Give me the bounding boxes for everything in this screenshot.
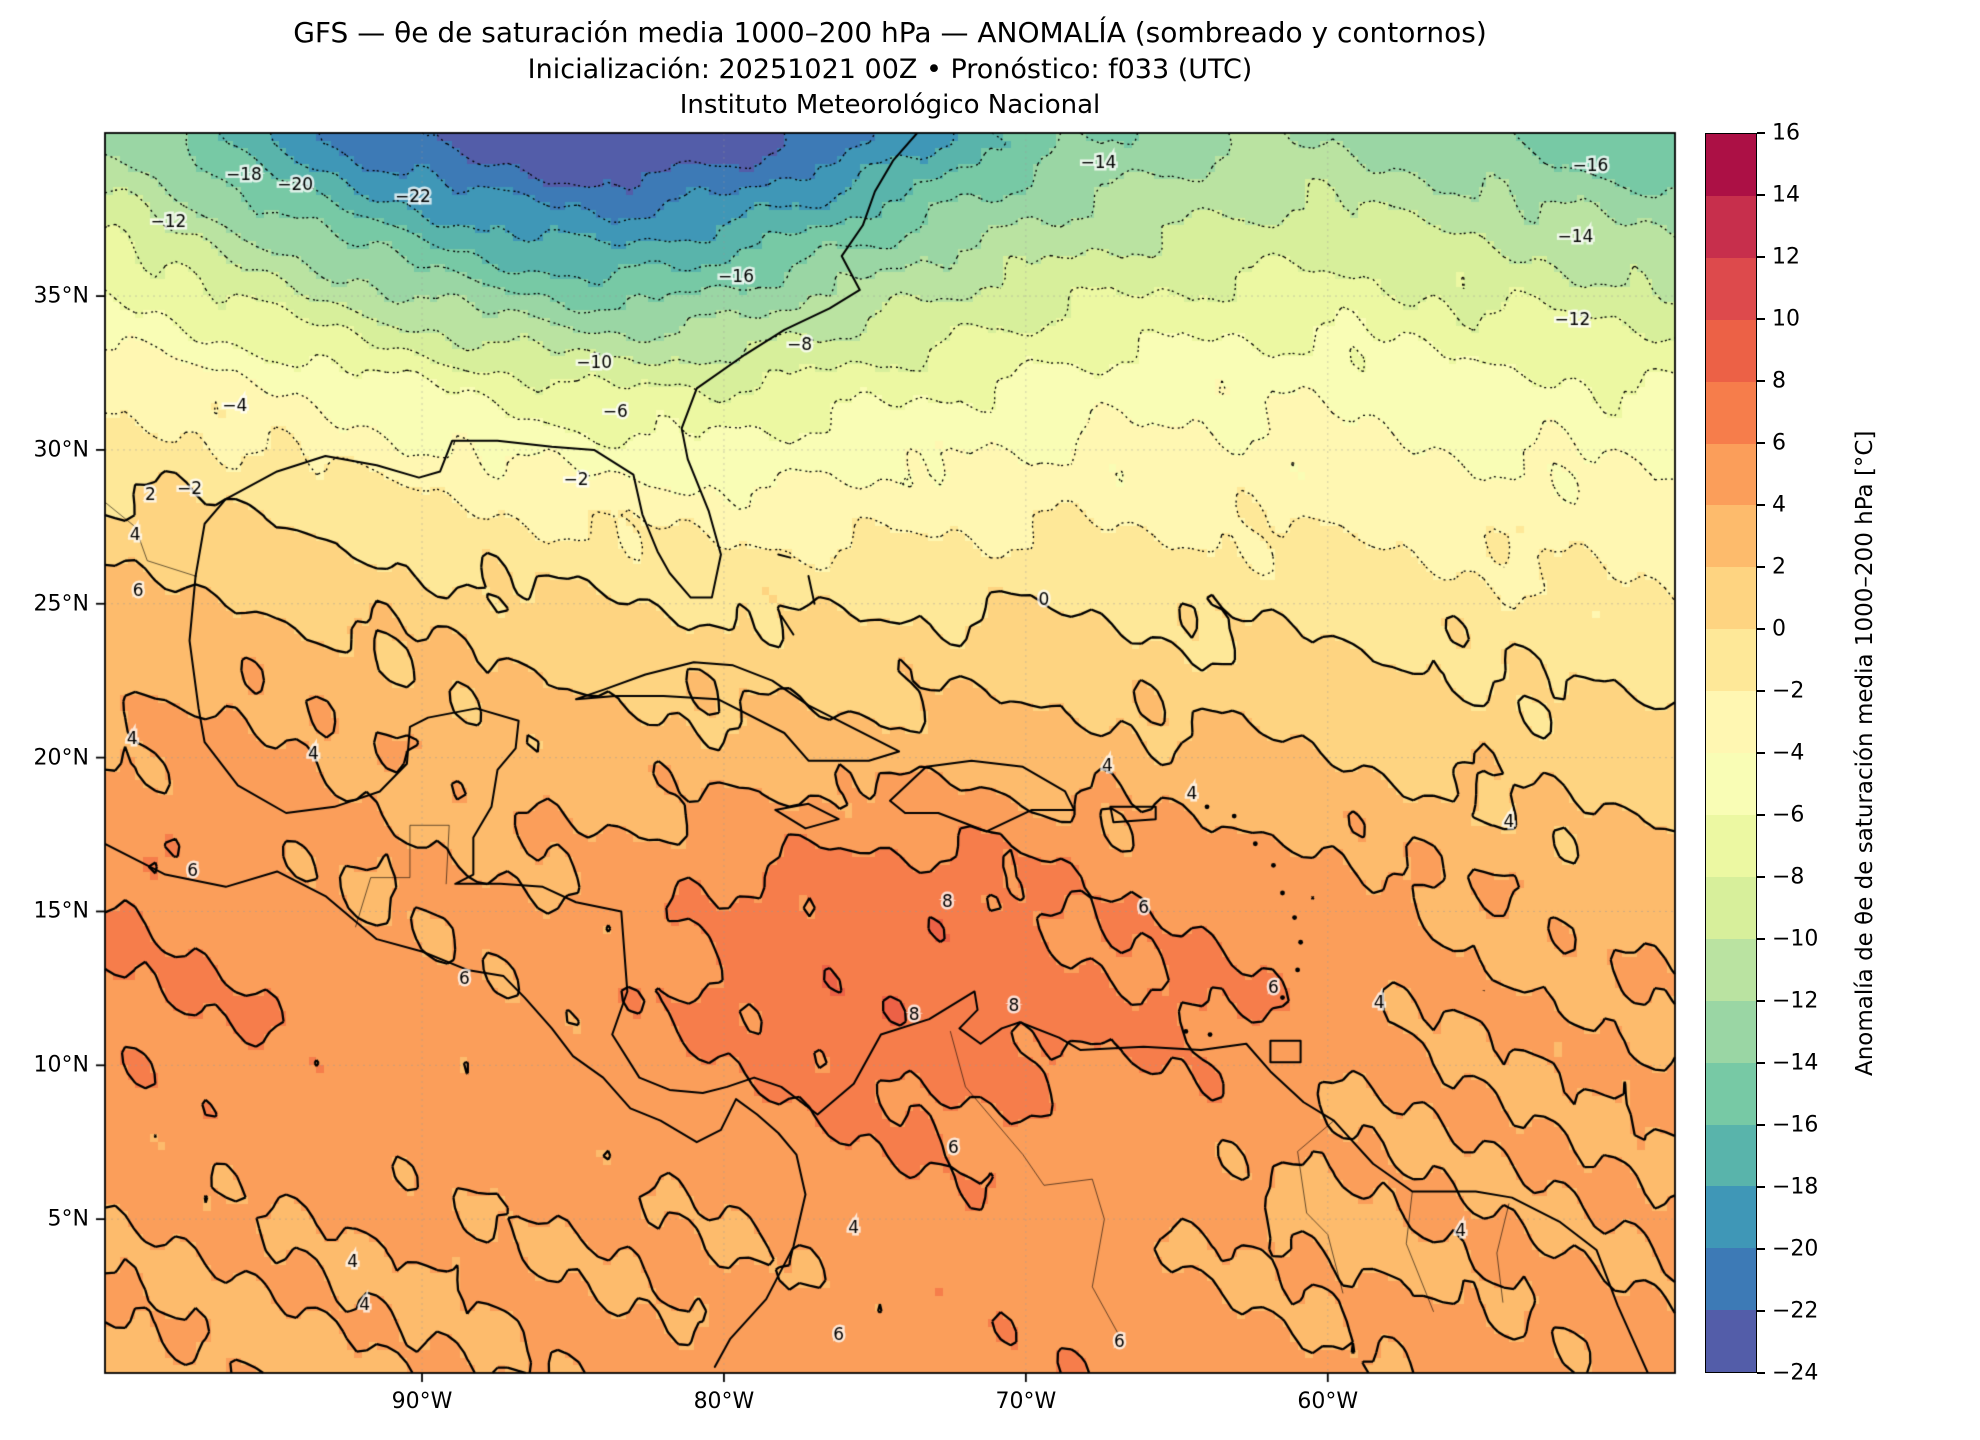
y-tick-label: 30°N xyxy=(33,437,89,463)
colorbar-tick-label: 2 xyxy=(1772,554,1786,580)
colorbar-tick-label: −2 xyxy=(1772,678,1805,704)
colorbar-tick-label: −10 xyxy=(1772,926,1819,952)
colorbar-tick-label: −22 xyxy=(1772,1298,1819,1324)
colorbar-label: Anomalía de θe de saturación media 1000–… xyxy=(1852,430,1878,1076)
colorbar-tick-label: 10 xyxy=(1772,306,1800,332)
x-tick-label: 70°W xyxy=(995,1389,1057,1414)
colorbar-tick-mark xyxy=(1757,876,1765,878)
colorbar-segment xyxy=(1706,629,1756,692)
y-tick-label: 20°N xyxy=(33,745,89,771)
colorbar-tick-label: −6 xyxy=(1772,802,1805,828)
colorbar-tick-mark xyxy=(1757,132,1765,134)
colorbar-segment xyxy=(1706,1062,1756,1125)
colorbar-segment xyxy=(1706,1248,1756,1311)
colorbar-segment xyxy=(1706,505,1756,568)
colorbar-tick-label: 4 xyxy=(1772,492,1786,518)
colorbar-segment xyxy=(1706,1124,1756,1187)
colorbar-tick-mark xyxy=(1757,1310,1765,1312)
x-tick-label: 80°W xyxy=(693,1389,755,1414)
colorbar-tick-mark xyxy=(1757,318,1765,320)
y-tick-label: 35°N xyxy=(33,283,89,309)
colorbar-tick-label: −16 xyxy=(1772,1112,1819,1138)
colorbar-tick-mark xyxy=(1757,380,1765,382)
colorbar-tick-label: −4 xyxy=(1772,740,1805,766)
colorbar-tick-label: 14 xyxy=(1772,182,1800,208)
colorbar-tick-mark xyxy=(1757,1372,1765,1374)
colorbar-segment xyxy=(1706,938,1756,1001)
colorbar-tick-mark xyxy=(1757,442,1765,444)
colorbar-segment xyxy=(1706,691,1756,754)
colorbar-tick-label: −18 xyxy=(1772,1174,1819,1200)
chart-subtitle: Inicialización: 20251021 00Z • Pronóstic… xyxy=(527,54,1253,85)
colorbar-segment xyxy=(1706,1186,1756,1249)
colorbar-tick-mark xyxy=(1757,1000,1765,1002)
colorbar-tick-label: −24 xyxy=(1772,1360,1819,1386)
colorbar-segment xyxy=(1706,443,1756,506)
colorbar-tick-label: −12 xyxy=(1772,988,1819,1014)
colorbar-segment xyxy=(1706,1310,1756,1373)
colorbar-tick-label: −20 xyxy=(1772,1236,1819,1262)
chart-institution: Instituto Meteorológico Nacional xyxy=(679,90,1101,120)
chart-title: GFS — θe de saturación media 1000–200 hP… xyxy=(293,16,1487,49)
colorbar-segment xyxy=(1706,814,1756,877)
colorbar-segment xyxy=(1706,1000,1756,1063)
colorbar-tick-mark xyxy=(1757,1248,1765,1250)
x-tick-label: 90°W xyxy=(391,1389,453,1414)
x-tick-label: 60°W xyxy=(1297,1389,1359,1414)
colorbar-tick-label: 16 xyxy=(1772,120,1800,146)
colorbar-tick-mark xyxy=(1757,194,1765,196)
colorbar-tick-mark xyxy=(1757,566,1765,568)
y-tick-label: 15°N xyxy=(33,898,89,924)
colorbar-segment xyxy=(1706,257,1756,320)
colorbar-tick-label: −14 xyxy=(1772,1050,1819,1076)
colorbar-tick-mark xyxy=(1757,628,1765,630)
colorbar-tick-mark xyxy=(1757,1062,1765,1064)
colorbar-tick-mark xyxy=(1757,1124,1765,1126)
colorbar xyxy=(1705,133,1757,1373)
colorbar-tick-mark xyxy=(1757,752,1765,754)
colorbar-segment xyxy=(1706,319,1756,382)
colorbar-segment xyxy=(1706,195,1756,258)
y-tick-label: 5°N xyxy=(47,1206,89,1232)
chart-header: GFS — θe de saturación media 1000–200 hP… xyxy=(0,14,1780,122)
colorbar-segment xyxy=(1706,567,1756,630)
colorbar-tick-mark xyxy=(1757,690,1765,692)
colorbar-tick-label: 0 xyxy=(1772,616,1786,642)
colorbar-tick-mark xyxy=(1757,1186,1765,1188)
colorbar-tick-mark xyxy=(1757,938,1765,940)
colorbar-segment xyxy=(1706,876,1756,939)
y-tick-label: 25°N xyxy=(33,591,89,617)
colorbar-tick-label: −8 xyxy=(1772,864,1805,890)
colorbar-segment xyxy=(1706,381,1756,444)
colorbar-tick-label: 12 xyxy=(1772,244,1800,270)
colorbar-segment xyxy=(1706,753,1756,815)
colorbar-tick-label: 6 xyxy=(1772,430,1786,456)
colorbar-segment xyxy=(1706,134,1756,196)
colorbar-tick-mark xyxy=(1757,814,1765,816)
colorbar-tick-label: 8 xyxy=(1772,368,1786,394)
colorbar-tick-mark xyxy=(1757,256,1765,258)
colorbar-tick-mark xyxy=(1757,504,1765,506)
y-tick-label: 10°N xyxy=(33,1052,89,1078)
